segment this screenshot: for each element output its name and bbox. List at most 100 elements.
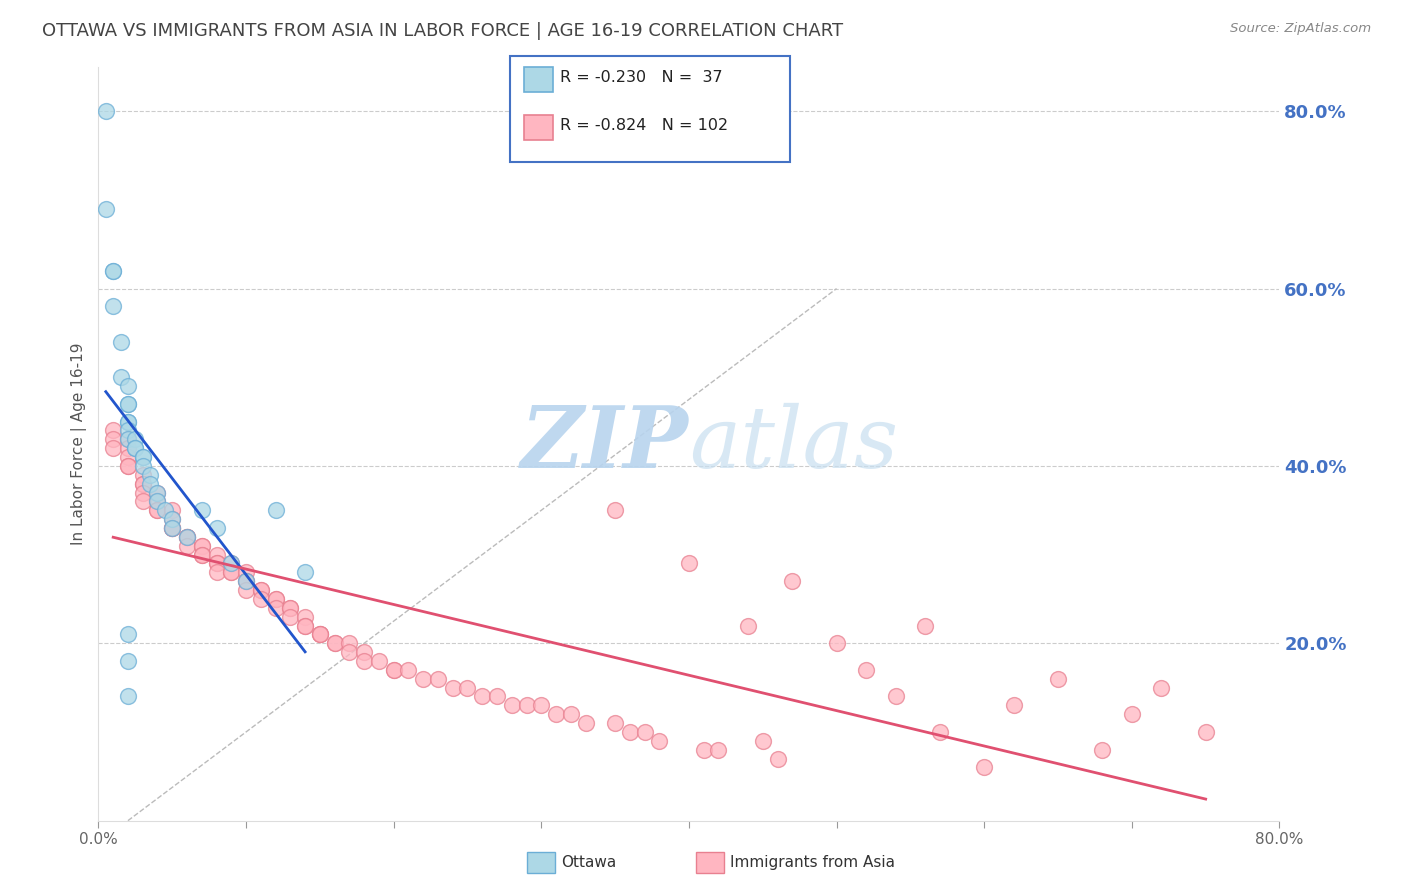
Point: [250, 591, 273, 606]
Point: [162, 521, 183, 535]
Point: [191, 548, 214, 562]
Point: [132, 467, 155, 482]
Point: [103, 441, 125, 455]
Point: [323, 636, 346, 650]
Point: [280, 600, 302, 615]
Point: [205, 548, 228, 562]
Point: [353, 654, 375, 668]
Point: [516, 698, 538, 713]
Point: [1195, 725, 1218, 739]
Point: [146, 494, 169, 508]
Point: [471, 690, 494, 704]
Point: [605, 716, 627, 731]
Point: [117, 415, 139, 429]
Point: [103, 264, 125, 278]
Point: [117, 415, 139, 429]
Point: [382, 663, 405, 677]
Point: [153, 503, 176, 517]
Point: [117, 458, 139, 473]
Point: [250, 583, 273, 598]
Point: [929, 725, 952, 739]
Point: [162, 503, 183, 517]
Point: [117, 397, 139, 411]
Text: ZIP: ZIP: [522, 402, 689, 485]
Point: [353, 645, 375, 659]
Point: [139, 476, 162, 491]
Point: [294, 618, 316, 632]
Point: [235, 583, 257, 598]
Point: [235, 574, 257, 589]
Point: [132, 458, 155, 473]
Point: [309, 627, 332, 641]
Point: [634, 725, 657, 739]
Text: OTTAWA VS IMMIGRANTS FROM ASIA IN LABOR FORCE | AGE 16-19 CORRELATION CHART: OTTAWA VS IMMIGRANTS FROM ASIA IN LABOR …: [42, 22, 844, 40]
Point: [309, 627, 332, 641]
Point: [457, 681, 479, 695]
Point: [441, 681, 464, 695]
Point: [162, 521, 183, 535]
Point: [205, 566, 228, 580]
Point: [132, 485, 155, 500]
Point: [294, 609, 316, 624]
Point: [235, 566, 257, 580]
Point: [146, 503, 169, 517]
Point: [530, 698, 553, 713]
Point: [250, 583, 273, 598]
Point: [191, 539, 214, 553]
Point: [884, 690, 907, 704]
Point: [117, 441, 139, 455]
Point: [752, 734, 775, 748]
Point: [782, 574, 804, 589]
Point: [235, 574, 257, 589]
Point: [146, 503, 169, 517]
Point: [117, 458, 139, 473]
Point: [191, 548, 214, 562]
Point: [191, 503, 214, 517]
Point: [205, 521, 228, 535]
Point: [124, 433, 146, 447]
Point: [110, 370, 132, 384]
Point: [693, 742, 716, 756]
Point: [124, 441, 146, 455]
Point: [176, 530, 198, 544]
Point: [560, 707, 582, 722]
Point: [176, 530, 198, 544]
Point: [339, 636, 361, 650]
Point: [546, 707, 568, 722]
Point: [235, 574, 257, 589]
Point: [110, 334, 132, 349]
Point: [855, 663, 877, 677]
Point: [146, 485, 169, 500]
Point: [117, 654, 139, 668]
Point: [619, 725, 641, 739]
Point: [117, 627, 139, 641]
Point: [124, 441, 146, 455]
Point: [117, 397, 139, 411]
Point: [221, 566, 243, 580]
Point: [412, 672, 434, 686]
Point: [294, 566, 316, 580]
Point: [132, 450, 155, 464]
Text: atlas: atlas: [689, 402, 898, 485]
Point: [973, 760, 995, 774]
Point: [205, 557, 228, 571]
Text: Ottawa: Ottawa: [561, 855, 616, 870]
Point: [221, 566, 243, 580]
Point: [1150, 681, 1173, 695]
Point: [605, 503, 627, 517]
Point: [382, 663, 405, 677]
Point: [205, 557, 228, 571]
Point: [146, 485, 169, 500]
Point: [575, 716, 598, 731]
Point: [146, 494, 169, 508]
Text: Immigrants from Asia: Immigrants from Asia: [730, 855, 894, 870]
Point: [162, 521, 183, 535]
Point: [323, 636, 346, 650]
Point: [678, 557, 700, 571]
Point: [1046, 672, 1070, 686]
Point: [280, 609, 302, 624]
Point: [398, 663, 420, 677]
Point: [176, 530, 198, 544]
Point: [132, 494, 155, 508]
Point: [766, 751, 789, 765]
